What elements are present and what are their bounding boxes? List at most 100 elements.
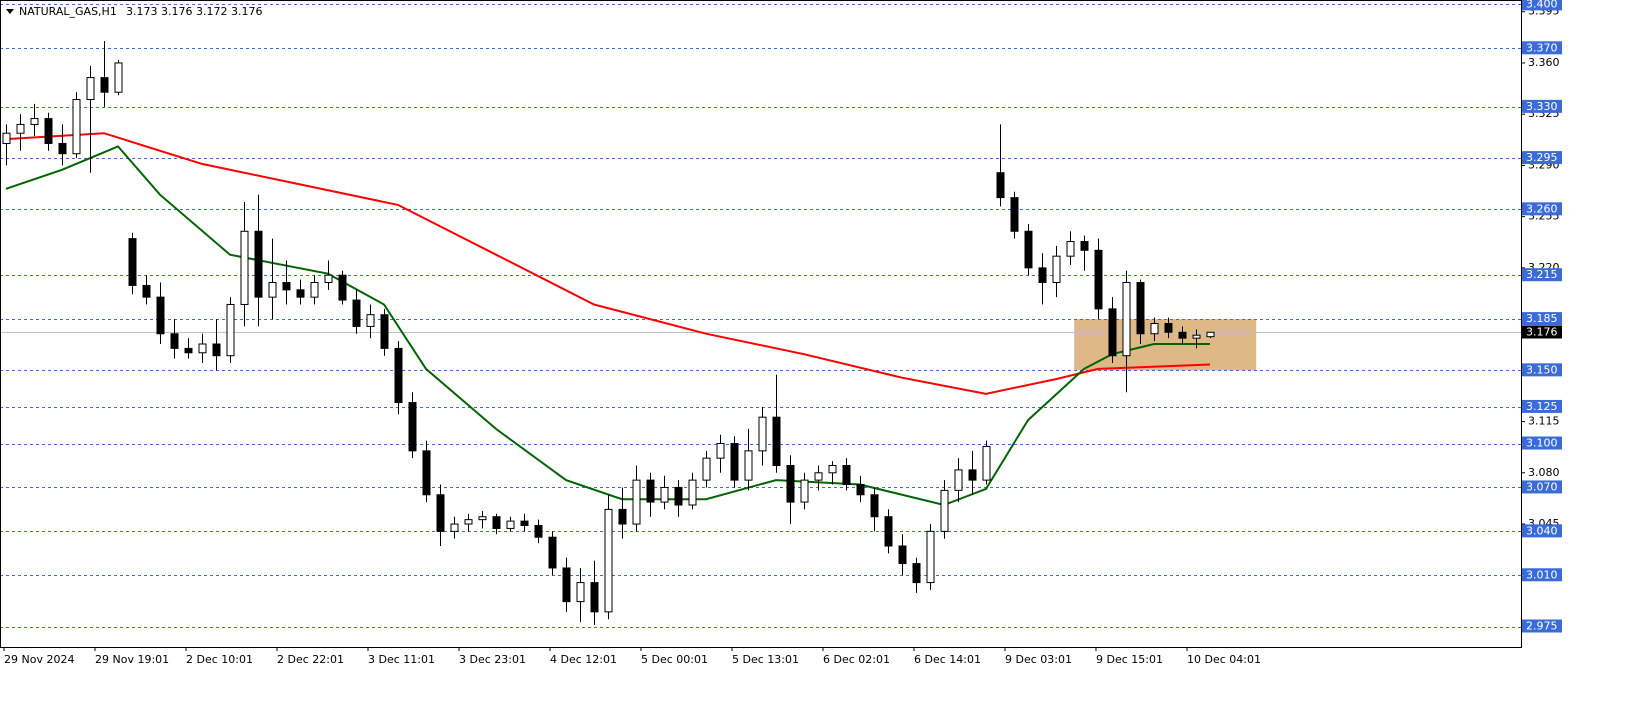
x-tick-label: 5 Dec 00:01 [641,653,708,666]
candle-body [156,296,165,335]
candle-body [576,582,585,603]
level-label-box [1522,0,1562,11]
level-label: 3.070 [1526,480,1558,493]
candle-body [534,525,543,538]
candle-body [226,303,235,357]
candle-body [842,464,851,486]
candle-body [422,450,431,496]
level-label-box [1522,399,1562,413]
candle-body [660,486,669,503]
candle-body [716,443,725,459]
candle-body [254,230,263,298]
quote: 3.173 3.176 3.172 3.176 [126,5,262,18]
symbol-menu-icon[interactable] [6,9,14,14]
candle-body [310,282,319,298]
plot-frame [0,0,1522,648]
candle-body [352,299,361,327]
candle-body [520,520,529,527]
candle-body [688,479,697,506]
candle-body [856,484,865,496]
candle-body [702,457,711,481]
candle-body [100,77,109,93]
candle-body [16,123,25,134]
current-price-box [1522,325,1562,339]
level-label-box [1522,41,1562,55]
candle-body [44,118,53,144]
candle-body [58,142,67,155]
candle-body [674,486,683,506]
level-label-box [1522,99,1562,113]
candle-body [884,516,893,547]
candle-body [898,545,907,565]
candle-body [996,172,1005,199]
x-tick-label: 9 Dec 15:01 [1096,653,1163,666]
level-label-box [1522,524,1562,538]
candle-body [982,445,991,481]
candle-body [1164,323,1173,333]
x-tick-label: 3 Dec 11:01 [368,653,435,666]
x-tick-label: 5 Dec 13:01 [732,653,799,666]
candle-body [954,469,963,491]
level-label: 3.370 [1526,41,1558,54]
candle-body [632,479,641,525]
candle-body [940,489,949,532]
candle-body [212,343,221,357]
candle-body [1150,323,1159,335]
candle-body [744,450,753,481]
x-tick-label: 9 Dec 03:01 [1005,653,1072,666]
candle-body [604,508,613,613]
level-label: 3.215 [1526,268,1558,281]
level-label: 3.150 [1526,363,1558,376]
candle-body [646,479,655,503]
candle-body [772,416,781,466]
candle-body [1038,267,1047,284]
candle-body [450,523,459,532]
x-tick-label: 6 Dec 02:01 [823,653,890,666]
level-label: 3.125 [1526,400,1558,413]
current-price-label: 3.176 [1526,326,1558,339]
level-label: 3.040 [1526,524,1558,537]
candle-body [30,118,39,125]
candle-body [240,230,249,305]
x-tick-label: 29 Nov 19:01 [95,653,169,666]
level-label: 3.400 [1526,0,1558,10]
candle-body [394,347,403,404]
candle-body [968,469,977,481]
y-tick-label: 3.080 [1528,466,1560,479]
candle-body [282,282,291,291]
x-tick-label: 6 Dec 14:01 [914,653,981,666]
y-tick-label: 3.115 [1528,415,1560,428]
candle-body [562,567,571,603]
candle-body [170,333,179,349]
level-label-box [1522,619,1562,633]
candle-body [492,516,501,529]
candle-body [548,536,557,569]
level-label: 2.975 [1526,620,1558,633]
candle-body [184,347,193,354]
x-tick-label: 4 Dec 12:01 [550,653,617,666]
candle-body [464,519,473,525]
candle-body [142,284,151,298]
level-label: 3.330 [1526,100,1558,113]
level-label-box [1522,480,1562,494]
candle-body [198,343,207,354]
candle-body [1024,230,1033,269]
candle-body [128,238,137,286]
x-tick-label: 2 Dec 22:01 [277,653,344,666]
candle-body [86,77,95,101]
candle-body [366,314,375,327]
candle-body [1178,331,1187,339]
candle-body [114,62,123,93]
candle-body [590,582,599,613]
candle-body [814,472,823,481]
candle-body [1192,334,1201,339]
candle-body [72,99,81,155]
candle-body [1108,308,1117,357]
candle-body [2,132,11,144]
candle-body [1010,197,1019,232]
candle-body [1094,249,1103,310]
level-label: 3.010 [1526,568,1558,581]
candle-body [1066,241,1075,257]
